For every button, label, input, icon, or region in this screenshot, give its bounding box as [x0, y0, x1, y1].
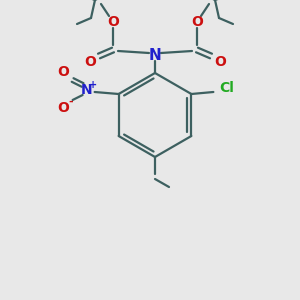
- Text: N: N: [148, 47, 161, 62]
- Text: O: O: [84, 55, 96, 69]
- Text: O: O: [107, 15, 119, 29]
- Text: -: -: [68, 97, 73, 107]
- Text: O: O: [214, 55, 226, 69]
- Text: N: N: [81, 83, 92, 97]
- Text: O: O: [191, 15, 203, 29]
- Text: Cl: Cl: [219, 81, 234, 95]
- Text: +: +: [88, 80, 97, 90]
- Text: O: O: [58, 65, 70, 79]
- Text: O: O: [58, 101, 70, 115]
